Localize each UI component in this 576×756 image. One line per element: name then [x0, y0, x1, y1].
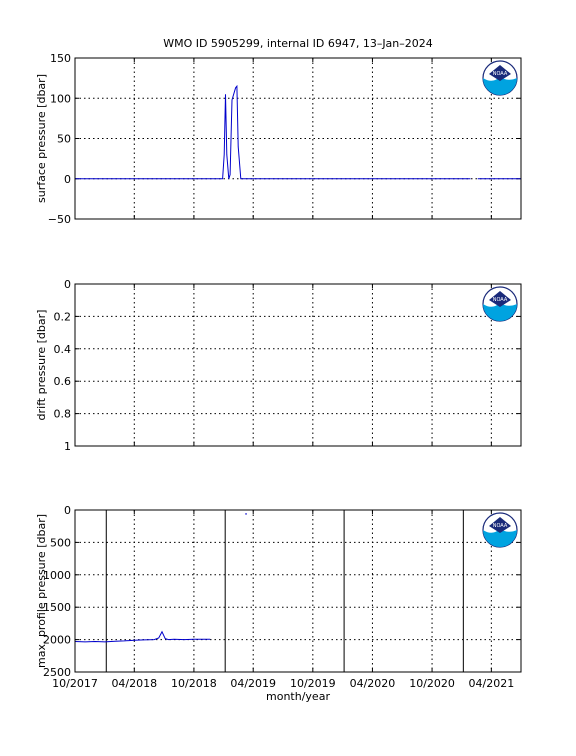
y-tick-label: 500 — [50, 536, 71, 549]
noaa-logo: NOAA — [482, 512, 518, 548]
y-tick-label: 2500 — [43, 666, 71, 679]
y-tick-label: 50 — [57, 133, 71, 146]
y-tick-label: 150 — [50, 52, 71, 65]
noaa-logo-text: NOAA — [493, 71, 508, 77]
y-tick-label: 0 — [64, 278, 71, 291]
y-tick-label: −50 — [48, 213, 71, 226]
x-tick-label: 04/2019 — [230, 677, 276, 690]
y-axis-label: max. profile pressure [dbar] — [35, 514, 48, 668]
y-tick-label: 0 — [64, 173, 71, 186]
axes-frame — [74, 283, 522, 447]
data-point — [245, 513, 247, 515]
y-axis-label: surface pressure [dbar] — [35, 74, 48, 203]
y-tick-label: 1 — [64, 440, 71, 453]
x-tick-label: 10/2020 — [409, 677, 455, 690]
series-line — [74, 630, 211, 643]
y-tick-label: 0.8 — [54, 408, 72, 421]
y-tick-label: 0.2 — [54, 310, 72, 323]
noaa-logo-text: NOAA — [493, 297, 508, 303]
x-tick-label: 04/2021 — [469, 677, 515, 690]
noaa-logo-text: NOAA — [493, 523, 508, 529]
x-tick-label: 10/2017 — [52, 677, 98, 690]
noaa-logo: NOAA — [482, 60, 518, 96]
axes-frame — [74, 57, 522, 220]
noaa-logo: NOAA — [482, 286, 518, 322]
x-tick-label: 04/2020 — [350, 677, 396, 690]
x-tick-label: 10/2019 — [290, 677, 336, 690]
axes-frame — [74, 509, 522, 673]
y-tick-label: 0.4 — [54, 343, 72, 356]
figure-title: WMO ID 5905299, internal ID 6947, 13–Jan… — [163, 37, 433, 50]
y-tick-label: 1000 — [43, 569, 71, 582]
y-axis-label: drift pressure [dbar] — [35, 310, 48, 421]
panel-2: 0 0.2 0.4 0.6 0.8 1 drift pressure [dbar] NOAA — [35, 278, 522, 453]
y-tick-label: 0.6 — [54, 375, 72, 388]
x-axis-label: month/year — [266, 690, 330, 703]
y-tick-label: 0 — [64, 504, 71, 517]
y-tick-label: 2000 — [43, 634, 71, 647]
y-tick-label: 100 — [50, 92, 71, 105]
y-tick-label: 1500 — [43, 601, 71, 614]
x-tick-label: 10/2018 — [171, 677, 217, 690]
series-line — [75, 84, 471, 180]
x-tick-label: 04/2018 — [111, 677, 157, 690]
